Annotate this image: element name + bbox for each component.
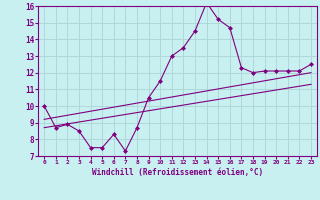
X-axis label: Windchill (Refroidissement éolien,°C): Windchill (Refroidissement éolien,°C) xyxy=(92,168,263,177)
